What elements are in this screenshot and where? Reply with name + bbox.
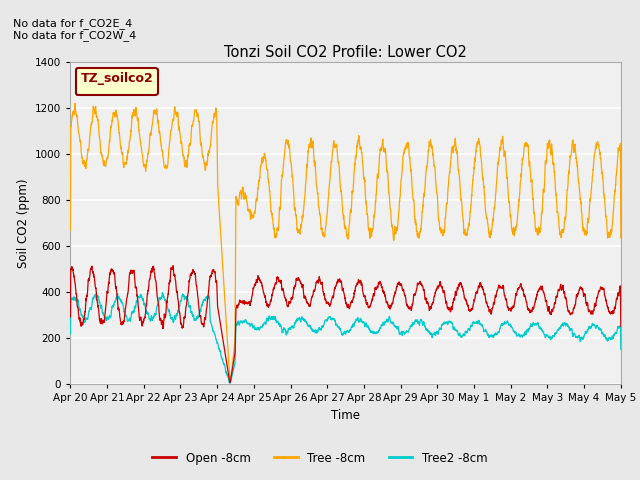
Title: Tonzi Soil CO2 Profile: Lower CO2: Tonzi Soil CO2 Profile: Lower CO2 [224,45,467,60]
X-axis label: Time: Time [331,408,360,421]
Legend:  [76,68,157,96]
Text: No data for f_CO2E_4: No data for f_CO2E_4 [13,18,132,29]
Y-axis label: Soil CO2 (ppm): Soil CO2 (ppm) [17,179,29,268]
Legend: Open -8cm, Tree -8cm, Tree2 -8cm: Open -8cm, Tree -8cm, Tree2 -8cm [148,447,492,469]
Text: No data for f_CO2W_4: No data for f_CO2W_4 [13,30,136,41]
